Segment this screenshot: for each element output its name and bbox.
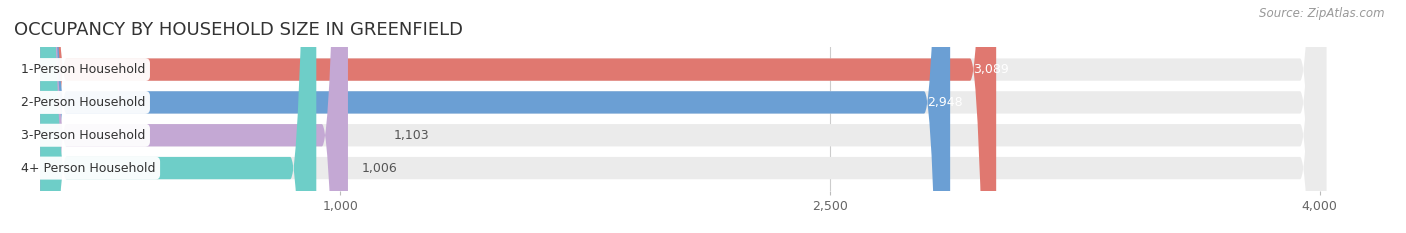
FancyBboxPatch shape <box>41 0 1326 233</box>
FancyBboxPatch shape <box>41 0 1326 233</box>
Text: 1-Person Household: 1-Person Household <box>21 63 145 76</box>
Text: 2,948: 2,948 <box>928 96 963 109</box>
FancyBboxPatch shape <box>41 0 1326 233</box>
Text: 1,006: 1,006 <box>361 161 398 175</box>
Text: 4+ Person Household: 4+ Person Household <box>21 161 155 175</box>
Text: 3,089: 3,089 <box>973 63 1010 76</box>
FancyBboxPatch shape <box>41 0 950 233</box>
Text: OCCUPANCY BY HOUSEHOLD SIZE IN GREENFIELD: OCCUPANCY BY HOUSEHOLD SIZE IN GREENFIEL… <box>14 21 463 39</box>
Text: 2-Person Household: 2-Person Household <box>21 96 145 109</box>
FancyBboxPatch shape <box>41 0 316 233</box>
FancyBboxPatch shape <box>41 0 1326 233</box>
FancyBboxPatch shape <box>41 0 347 233</box>
FancyBboxPatch shape <box>41 0 997 233</box>
Text: 1,103: 1,103 <box>394 129 429 142</box>
Text: Source: ZipAtlas.com: Source: ZipAtlas.com <box>1260 7 1385 20</box>
Text: 3-Person Household: 3-Person Household <box>21 129 145 142</box>
